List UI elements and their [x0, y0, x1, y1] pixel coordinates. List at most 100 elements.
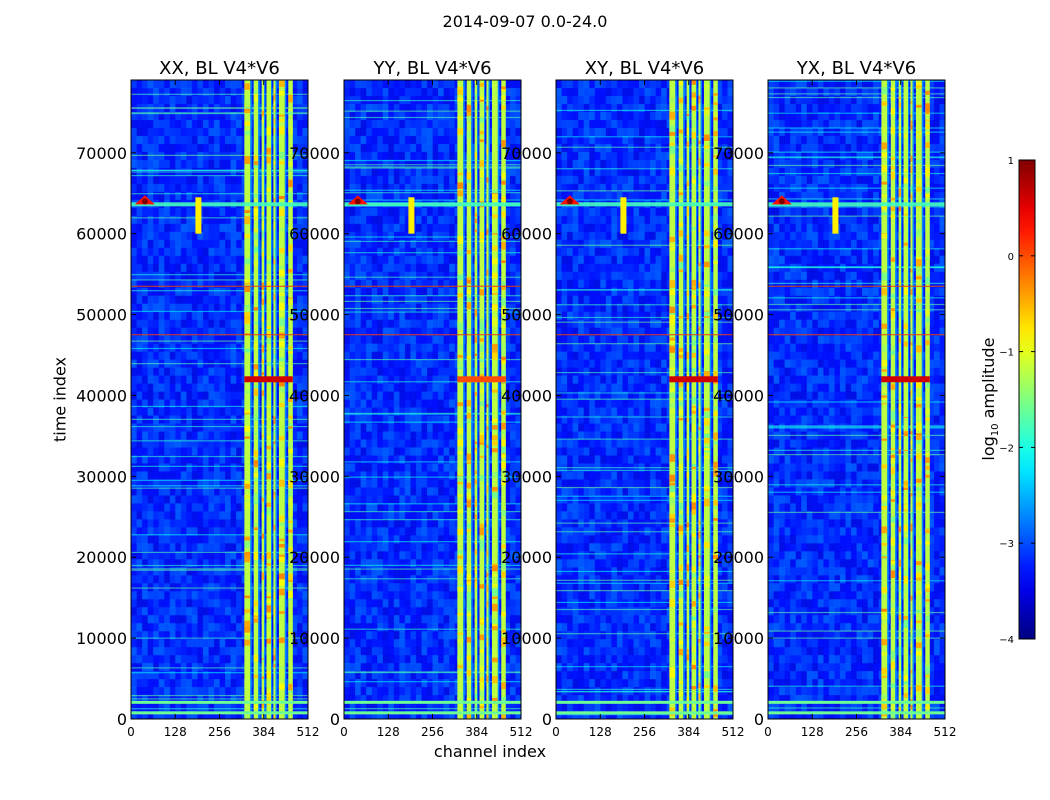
- heatmap-panel-2: XY, BL V4*V6 0 10000 20000 30000 40000 50000 60…: [501, 58, 744, 739]
- band-4: [910, 80, 913, 719]
- y-tick-label: 20000: [501, 548, 552, 567]
- x-tick-label: 384: [252, 725, 275, 739]
- x-tick-label: 512: [722, 725, 745, 739]
- figure-title: 2014-09-07 0.0-24.0: [442, 12, 608, 31]
- band-3: [266, 80, 272, 719]
- y-tick-label: 30000: [713, 467, 764, 486]
- x-tick-label: 0: [340, 725, 348, 739]
- band-6: [501, 80, 506, 719]
- x-tick-label: 128: [164, 725, 187, 739]
- y-tick-label: 0: [330, 710, 340, 729]
- y-tick-label: 20000: [76, 548, 127, 567]
- y-tick-label: 60000: [501, 225, 552, 244]
- x-axis-label: channel index: [433, 742, 547, 761]
- narrow-feature: [620, 197, 627, 234]
- y-tick-label: 40000: [501, 386, 552, 405]
- bright-row: [669, 376, 718, 383]
- y-tick-label: 50000: [713, 306, 764, 325]
- panel-title: XY, BL V4*V6: [585, 58, 704, 79]
- panel-title: YY, BL V4*V6: [372, 58, 491, 79]
- band-3: [479, 80, 485, 719]
- y-tick-label: 40000: [76, 386, 127, 405]
- band-2: [474, 80, 478, 719]
- colorbar-tick-label: −1: [999, 348, 1014, 359]
- y-tick-label: 20000: [713, 548, 764, 567]
- colorbar-tick-label: 1: [1008, 156, 1014, 167]
- x-tick-label: 128: [377, 725, 400, 739]
- y-tick-label: 50000: [501, 306, 552, 325]
- y-tick-label: 50000: [289, 306, 340, 325]
- band-1: [253, 80, 259, 719]
- colorbar-tick-label: −4: [999, 635, 1014, 646]
- heatmap-panel-1: YY, BL V4*V6 0 10000 20000 30000 40000 50000 60…: [289, 58, 532, 739]
- x-tick-label: 512: [510, 725, 533, 739]
- y-tick-label: 70000: [713, 144, 764, 163]
- y-tick-label: 10000: [501, 629, 552, 648]
- y-tick-label: 60000: [713, 225, 764, 244]
- x-tick-label: 128: [589, 725, 612, 739]
- x-tick-label: 256: [421, 725, 444, 739]
- band-6: [713, 80, 718, 719]
- x-tick-label: 256: [845, 725, 868, 739]
- y-tick-label: 40000: [289, 386, 340, 405]
- y-tick-label: 10000: [289, 629, 340, 648]
- panel-title: YX, BL V4*V6: [796, 58, 916, 79]
- y-tick-label: 30000: [289, 467, 340, 486]
- band-3: [903, 80, 909, 719]
- band-0: [669, 80, 676, 719]
- y-tick-label: 0: [754, 710, 764, 729]
- bright-row: [881, 376, 930, 383]
- y-tick-label: 30000: [501, 467, 552, 486]
- bright-row: [457, 376, 506, 383]
- y-tick-label: 60000: [289, 225, 340, 244]
- band-1: [466, 80, 472, 719]
- band-1: [890, 80, 896, 719]
- band-0: [244, 80, 251, 719]
- heatmap-panel-0: XX, BL V4*V6 0 10000 20000 30000 40000 50000 60…: [76, 58, 319, 739]
- y-tick-label: 70000: [76, 144, 127, 163]
- band-6: [925, 80, 930, 719]
- band-5: [491, 80, 498, 719]
- narrow-feature: [832, 197, 839, 234]
- colorbar-tick-label: −3: [999, 539, 1014, 550]
- colorbar-tick-label: −2: [999, 443, 1014, 454]
- x-tick-label: 0: [127, 725, 135, 739]
- x-tick-label: 512: [934, 725, 957, 739]
- narrow-feature: [408, 197, 415, 234]
- x-tick-label: 0: [552, 725, 560, 739]
- y-tick-label: 0: [117, 710, 127, 729]
- y-tick-label: 0: [542, 710, 552, 729]
- y-tick-label: 60000: [76, 225, 127, 244]
- band-2: [686, 80, 690, 719]
- y-tick-label: 30000: [76, 467, 127, 486]
- narrow-feature: [195, 197, 202, 234]
- colorbar-tick-label: 0: [1008, 252, 1014, 263]
- band-5: [703, 80, 710, 719]
- x-tick-label: 128: [801, 725, 824, 739]
- band-4: [273, 80, 276, 719]
- x-tick-label: 0: [764, 725, 772, 739]
- x-tick-label: 384: [465, 725, 488, 739]
- y-tick-label: 50000: [76, 306, 127, 325]
- bright-row: [244, 376, 293, 383]
- heatmap-panel-3: YX, BL V4*V6 0 10000 20000 30000 40000 50000 60…: [713, 58, 956, 739]
- y-tick-label: 70000: [501, 144, 552, 163]
- x-tick-label: 384: [677, 725, 700, 739]
- y-tick-label: 10000: [713, 629, 764, 648]
- band-0: [457, 80, 464, 719]
- panel-title: XX, BL V4*V6: [159, 58, 280, 79]
- colorbar: 1 0 −1 −2 −3 −4: [999, 156, 1036, 646]
- y-axis-label: time index: [50, 357, 70, 443]
- colorbar-label: log10 amplitude: [978, 337, 1002, 461]
- x-tick-label: 384: [889, 725, 912, 739]
- colorbar-gradient: [1018, 159, 1036, 640]
- y-tick-label: 10000: [76, 629, 127, 648]
- x-tick-label: 256: [208, 725, 231, 739]
- band-4: [486, 80, 489, 719]
- y-tick-label: 20000: [289, 548, 340, 567]
- y-tick-label: 40000: [713, 386, 764, 405]
- x-tick-label: 256: [633, 725, 656, 739]
- y-tick-label: 70000: [289, 144, 340, 163]
- x-tick-label: 512: [297, 725, 320, 739]
